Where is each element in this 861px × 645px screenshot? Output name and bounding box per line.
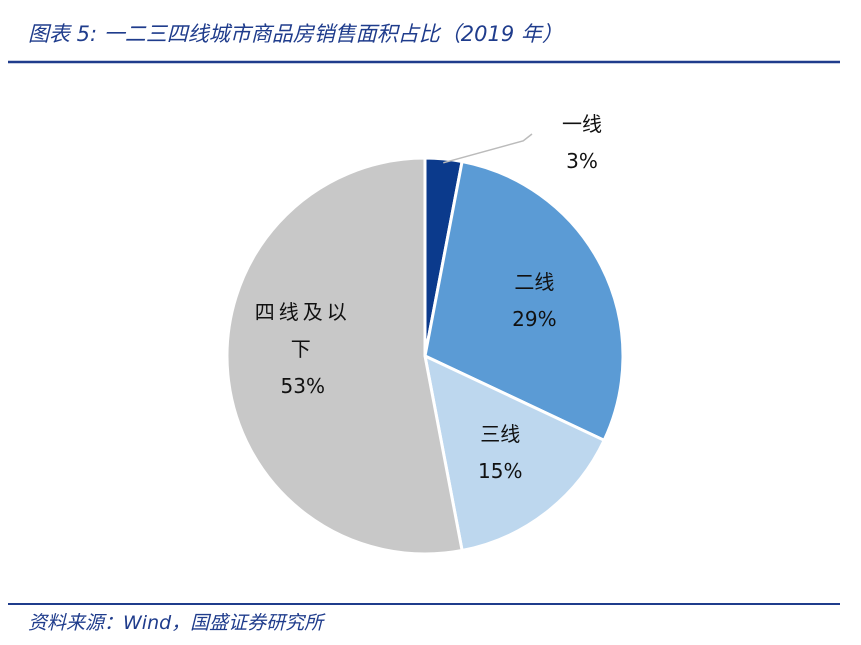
pie-slice xyxy=(422,353,607,553)
chart-title: 图表 5: 一二三四线城市商品房销售面积占比（2019 年） xyxy=(28,22,563,46)
slice-value-label: 53% xyxy=(280,373,325,398)
slice-value-label: 3% xyxy=(566,148,598,173)
pie-slice xyxy=(225,156,464,556)
leader-line xyxy=(443,133,533,164)
slice-label: 三线 xyxy=(480,422,521,447)
slice-label: 四线及以下 xyxy=(254,299,351,361)
source-note: 资料来源：Wind，国盛证券研究所 xyxy=(28,612,324,634)
pie-slice xyxy=(423,159,625,443)
slice-value-label: 15% xyxy=(478,458,523,483)
slice-label: 二线 xyxy=(514,269,555,294)
slice-label: 一线 xyxy=(562,111,602,136)
slice-value-label: 29% xyxy=(512,306,557,331)
